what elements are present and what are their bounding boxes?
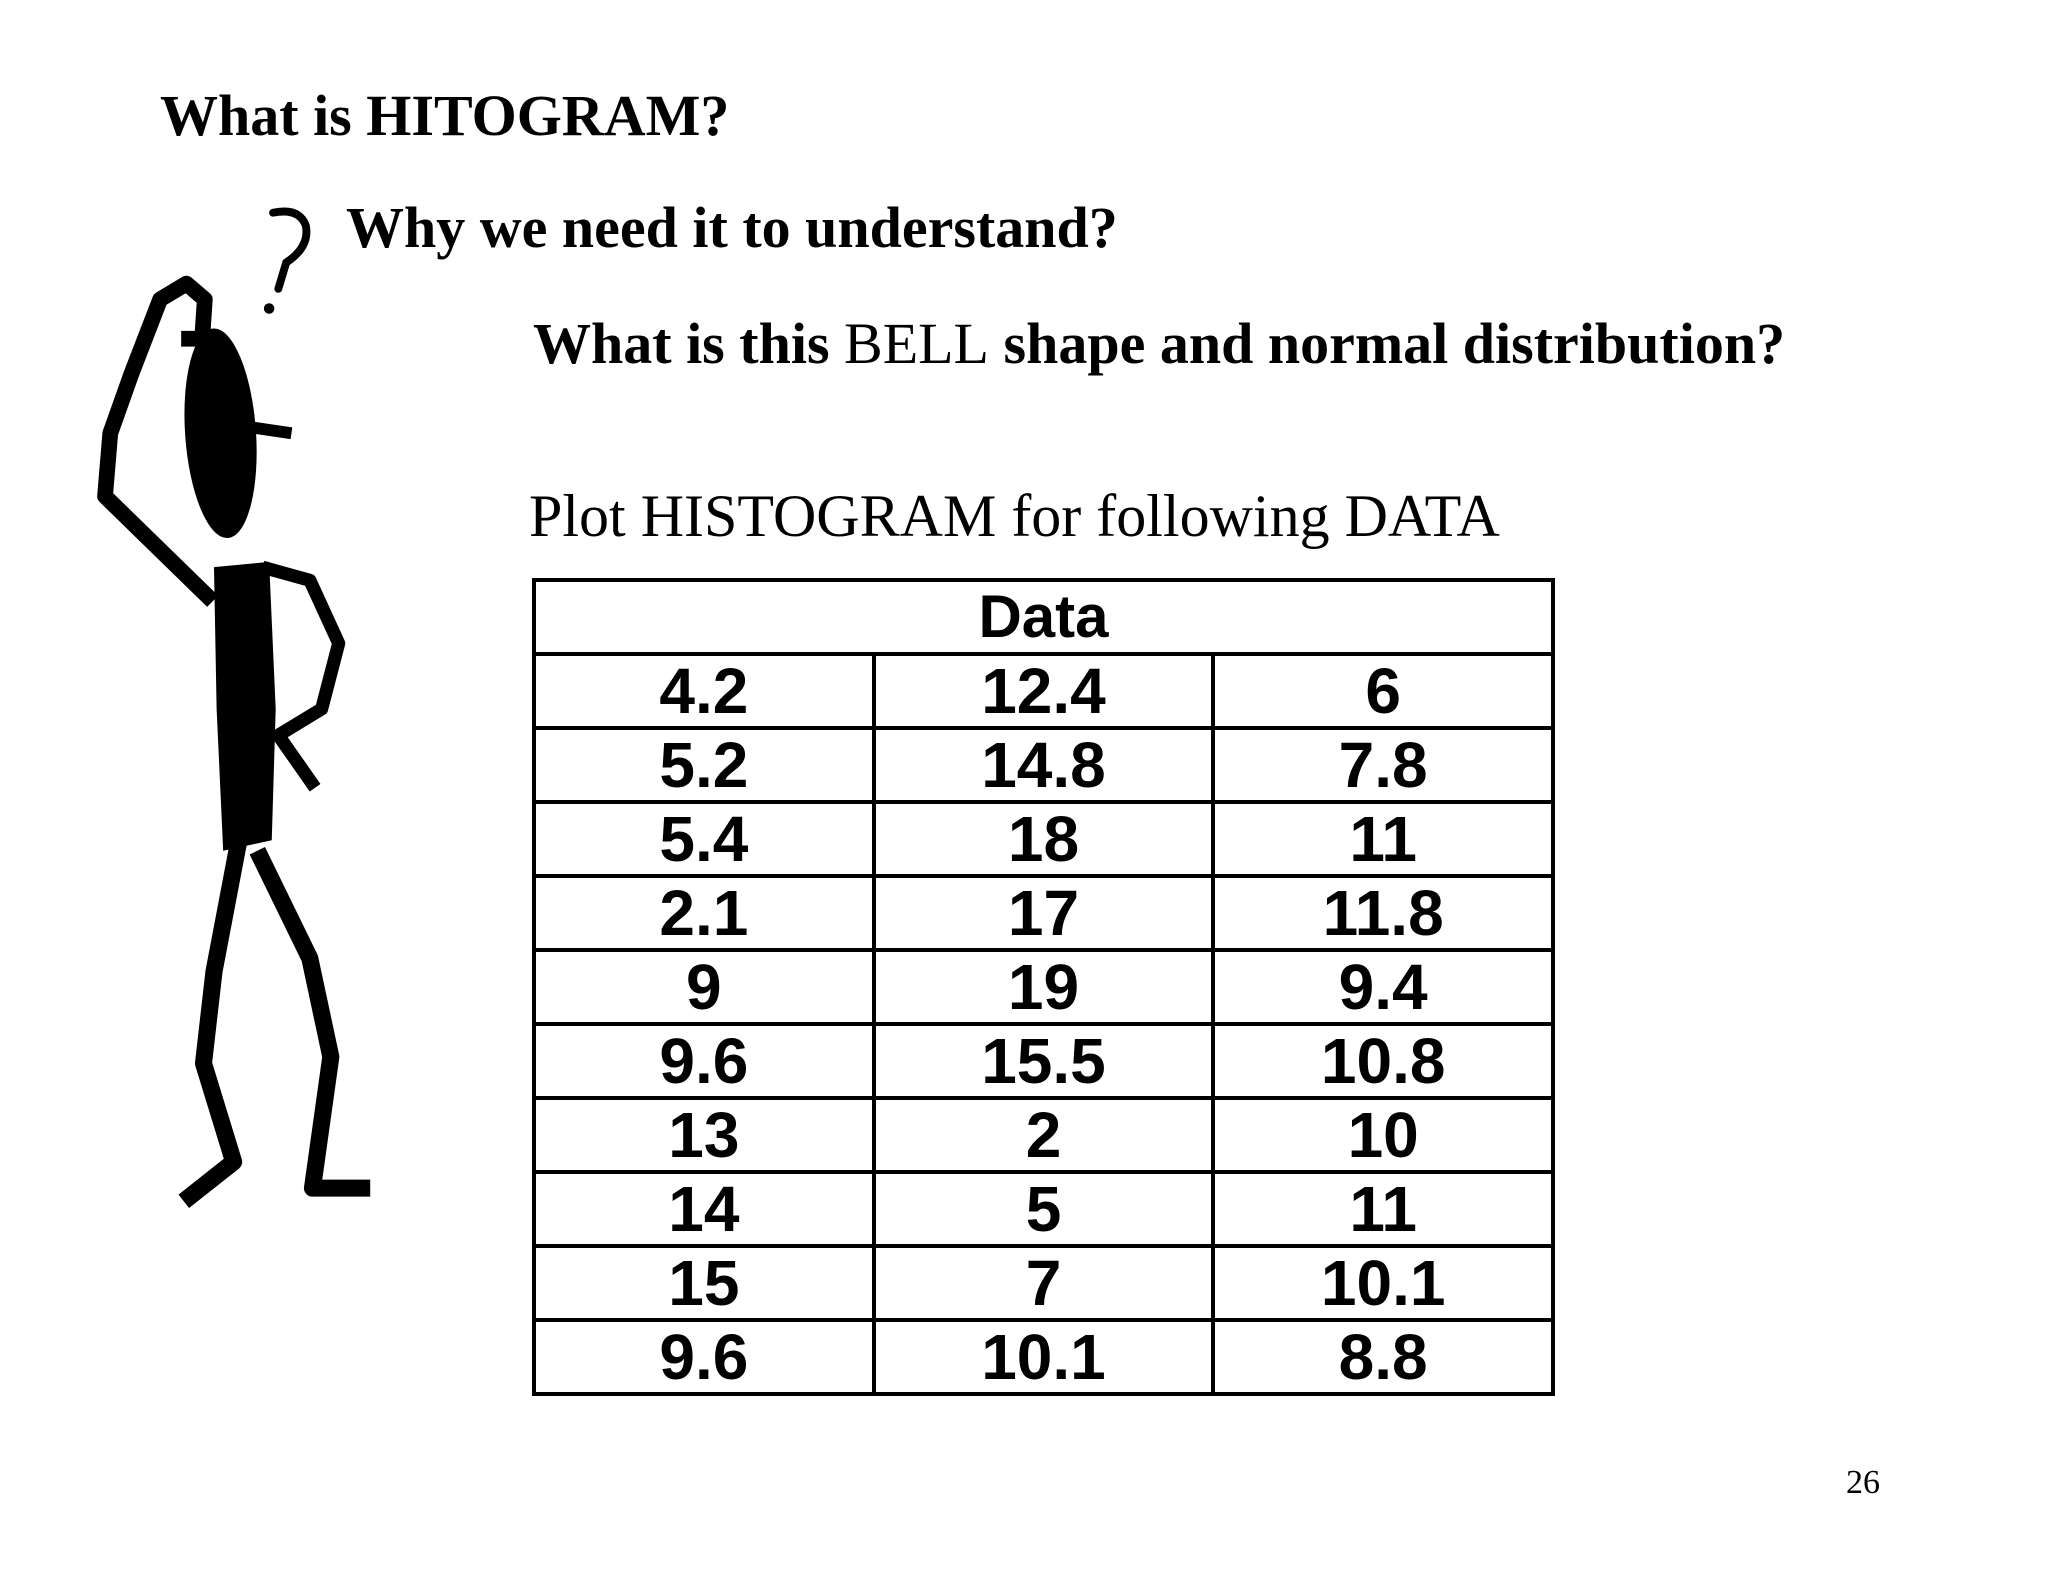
table-row: 5.2 14.8 7.8: [532, 726, 1555, 804]
question-why: Why we need it to understand?: [346, 195, 1118, 260]
table-cell: 11.8: [1211, 874, 1555, 952]
table-cell: 13: [532, 1096, 876, 1174]
table-cell: 10.8: [1211, 1022, 1555, 1100]
table-cell: 2.1: [532, 874, 876, 952]
table-cell: 14.8: [871, 726, 1216, 804]
table-cell: 19: [871, 948, 1216, 1026]
table-cell: 8.8: [1211, 1318, 1555, 1396]
page-number: 26: [1846, 1464, 1880, 1501]
table-cell: 17: [871, 874, 1216, 952]
table-cell: 15: [532, 1244, 876, 1322]
table-cell: 12.4: [871, 652, 1216, 730]
table-cell: 10: [1211, 1096, 1555, 1174]
question-mark-icon: [263, 207, 311, 314]
table-row: 9.6 10.1 8.8: [532, 1318, 1555, 1396]
table-row: 5.4 18 11: [532, 800, 1555, 878]
table-cell: 9.6: [532, 1022, 876, 1100]
table-cell: 5.4: [532, 800, 876, 878]
table-cell: 11: [1211, 800, 1555, 878]
table-cell: 10.1: [871, 1318, 1216, 1396]
table-cell: 5: [871, 1170, 1216, 1248]
table-cell: 14: [532, 1170, 876, 1248]
table-cell: 6: [1211, 652, 1555, 730]
question-part: shape and normal distribution?: [989, 311, 1786, 376]
table-cell: 2: [871, 1096, 1216, 1174]
question-bell-shape: What is this BELL shape and normal distr…: [533, 310, 1785, 377]
question-bell-word: BELL: [844, 311, 989, 376]
table-cell: 7.8: [1211, 726, 1555, 804]
table-row: 13 2 10: [532, 1096, 1555, 1174]
table-cell: 4.2: [532, 652, 876, 730]
table-row: 4.2 12.4 6: [532, 652, 1555, 730]
table-row: 2.1 17 11.8: [532, 874, 1555, 952]
table-cell: 9.4: [1211, 948, 1555, 1026]
table-row: 9.6 15.5 10.8: [532, 1022, 1555, 1100]
data-table: Data 4.2 12.4 6 5.2 14.8 7.8 5.4 18 11 2.1 17 11.8 9…: [532, 578, 1555, 1396]
table-cell: 9.6: [532, 1318, 876, 1396]
table-cell: 11: [1211, 1170, 1555, 1248]
table-cell: 18: [871, 800, 1216, 878]
stick-figure: [97, 275, 371, 1208]
table-cell: 7: [871, 1244, 1216, 1322]
table-row: 14 5 11: [532, 1170, 1555, 1248]
table-cell: 9: [532, 948, 876, 1026]
question-part: What is this: [533, 311, 845, 376]
slide-heading: What is HITOGRAM?: [160, 83, 730, 148]
table-header: Data: [532, 578, 1555, 656]
table-cell: 10.1: [1211, 1244, 1555, 1322]
instruction-text: Plot HISTOGRAM for following DATA: [529, 483, 1500, 549]
table-row: 9 19 9.4: [532, 948, 1555, 1026]
table-row: 15 7 10.1: [532, 1244, 1555, 1322]
table-cell: 5.2: [532, 726, 876, 804]
table-cell: 15.5: [871, 1022, 1216, 1100]
